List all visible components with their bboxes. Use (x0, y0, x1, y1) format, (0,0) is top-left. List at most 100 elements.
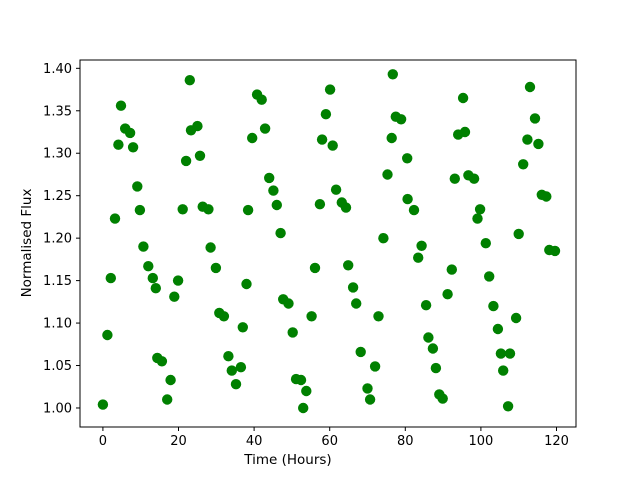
data-point (480, 238, 491, 249)
y-tick-label: 1.40 (43, 62, 72, 77)
data-point (347, 282, 359, 293)
y-tick-label: 1.15 (43, 274, 72, 289)
x-tick-label: 100 (468, 434, 493, 449)
data-point (495, 348, 507, 359)
data-point (330, 184, 342, 195)
data-point (472, 213, 483, 224)
data-point (541, 191, 552, 202)
data-point (271, 199, 282, 211)
data-point (226, 365, 237, 376)
data-point (468, 173, 480, 184)
data-point (355, 346, 366, 358)
data-point (402, 153, 413, 164)
data-point (298, 402, 309, 414)
data-point (510, 312, 522, 324)
data-point (427, 343, 439, 354)
data-point (529, 113, 541, 124)
data-point (387, 69, 398, 80)
data-point (102, 329, 113, 341)
data-point (362, 383, 373, 394)
data-point (533, 138, 544, 150)
data-point (306, 311, 317, 322)
data-point (237, 322, 248, 333)
data-point (150, 283, 161, 294)
data-point (524, 81, 536, 93)
x-tick-label: 0 (99, 434, 107, 449)
x-tick-label: 120 (544, 434, 569, 449)
y-axis-label: Normalised Flux (19, 188, 35, 298)
data-point (386, 132, 397, 144)
data-point (132, 181, 143, 192)
data-point (138, 241, 149, 252)
data-point (309, 262, 321, 274)
data-point (423, 332, 434, 343)
data-point (162, 394, 173, 405)
data-point (268, 185, 279, 196)
data-point (457, 92, 469, 104)
data-point (113, 139, 124, 150)
data-point (169, 291, 180, 302)
x-tick-label: 40 (246, 434, 263, 449)
data-point (301, 385, 312, 397)
data-point (295, 374, 307, 386)
y-tick-label: 1.20 (43, 232, 72, 247)
data-point (247, 132, 258, 144)
data-point (518, 159, 529, 170)
data-point (241, 278, 252, 290)
data-point (513, 228, 524, 240)
data-point (459, 126, 471, 138)
data-point (115, 100, 127, 111)
data-point (369, 361, 381, 372)
data-point (256, 94, 267, 105)
data-point (235, 362, 247, 373)
x-tick-label: 80 (397, 434, 414, 449)
data-point (97, 399, 109, 410)
data-point (442, 289, 453, 300)
data-point (316, 134, 328, 145)
data-point (134, 204, 146, 216)
data-point (283, 298, 294, 309)
data-point (549, 245, 561, 257)
data-point (416, 240, 427, 251)
data-point (449, 173, 460, 184)
data-point (343, 260, 354, 271)
data-point (364, 394, 376, 405)
y-tick-label: 1.10 (43, 317, 72, 332)
data-point (109, 213, 121, 224)
data-point (127, 142, 139, 153)
plot-frame (79, 59, 577, 428)
y-tick-label: 1.25 (43, 189, 72, 204)
data-point (184, 75, 195, 86)
data-point (498, 365, 509, 376)
data-point (287, 327, 298, 338)
data-point (314, 199, 326, 210)
data-point (413, 252, 424, 263)
data-point (177, 204, 188, 215)
data-point (340, 202, 352, 213)
data-point (446, 264, 457, 275)
data-point (395, 114, 407, 125)
data-point (492, 323, 504, 335)
data-point (105, 272, 117, 284)
y-tick-label: 1.30 (43, 147, 72, 162)
data-point (382, 169, 393, 180)
data-point (203, 204, 214, 215)
data-point (210, 262, 222, 274)
data-point (205, 242, 216, 253)
data-point (223, 351, 234, 362)
data-point (264, 172, 275, 184)
y-tick-label: 1.05 (43, 359, 72, 374)
x-tick-label: 60 (321, 434, 338, 449)
data-point (242, 204, 254, 216)
y-tick-label: 1.35 (43, 104, 72, 119)
x-tick-label: 20 (170, 434, 187, 449)
data-point (324, 84, 336, 95)
data-point (192, 120, 203, 132)
data-point (522, 134, 533, 145)
data-point (373, 311, 384, 322)
data-point (165, 374, 176, 386)
data-point (124, 127, 136, 139)
data-point (156, 356, 168, 367)
data-point (437, 393, 448, 404)
